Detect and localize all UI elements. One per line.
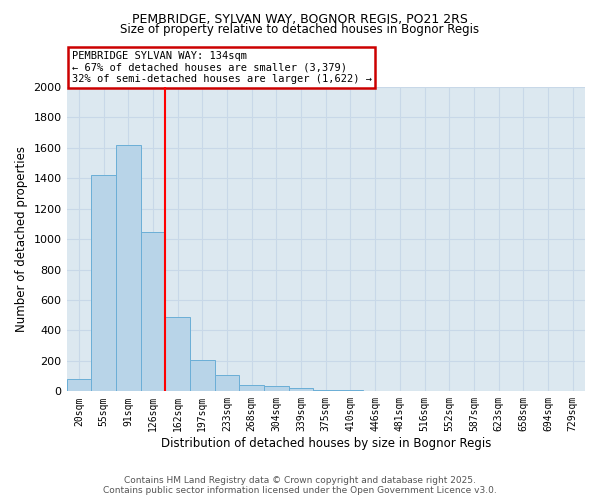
X-axis label: Distribution of detached houses by size in Bognor Regis: Distribution of detached houses by size …	[161, 437, 491, 450]
Bar	[338, 390, 363, 392]
Bar	[91, 176, 116, 392]
Text: PEMBRIDGE, SYLVAN WAY, BOGNOR REGIS, PO21 2RS: PEMBRIDGE, SYLVAN WAY, BOGNOR REGIS, PO2…	[132, 12, 468, 26]
Bar	[140, 232, 165, 392]
Bar	[239, 385, 264, 392]
Bar	[289, 388, 313, 392]
Text: PEMBRIDGE SYLVAN WAY: 134sqm
← 67% of detached houses are smaller (3,379)
32% of: PEMBRIDGE SYLVAN WAY: 134sqm ← 67% of de…	[72, 51, 372, 84]
Bar	[215, 376, 239, 392]
Y-axis label: Number of detached properties: Number of detached properties	[15, 146, 28, 332]
Bar	[190, 360, 215, 392]
Bar	[67, 379, 91, 392]
Bar	[165, 317, 190, 392]
Text: Contains HM Land Registry data © Crown copyright and database right 2025.
Contai: Contains HM Land Registry data © Crown c…	[103, 476, 497, 495]
Text: Size of property relative to detached houses in Bognor Regis: Size of property relative to detached ho…	[121, 22, 479, 36]
Bar	[264, 386, 289, 392]
Bar	[116, 145, 140, 392]
Bar	[313, 390, 338, 392]
